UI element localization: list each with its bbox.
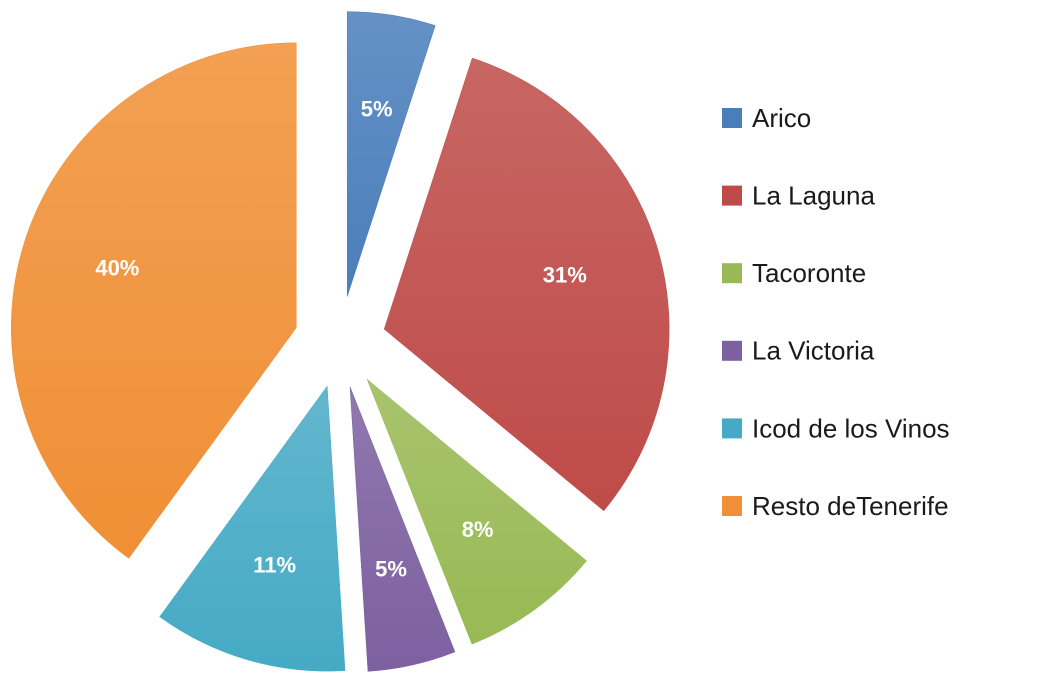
- data-label: 8%: [462, 517, 494, 542]
- legend-swatch: [722, 418, 742, 439]
- pie-slice: [11, 42, 297, 559]
- legend-label: Tacoronte: [752, 258, 866, 288]
- pie-slice: [346, 11, 436, 297]
- pie-slice: [366, 379, 587, 645]
- pie-slice: [159, 385, 346, 672]
- legend-swatch: [722, 263, 742, 284]
- legend: Arico La Laguna Tacoronte La Victoria Icod d…: [722, 103, 950, 521]
- pie: 5% 31% 8% 5% 11% 40%: [11, 11, 670, 672]
- data-label: 11%: [253, 553, 296, 578]
- legend-label: Arico: [752, 103, 811, 133]
- legend-swatch: [722, 340, 742, 361]
- data-label: 5%: [361, 97, 393, 122]
- data-label: 40%: [95, 255, 139, 280]
- legend-label: La Victoria: [752, 336, 875, 366]
- legend-swatch: [722, 108, 742, 128]
- pie-slice: [349, 386, 456, 672]
- legend-swatch: [722, 496, 742, 516]
- legend-swatch: [722, 185, 742, 206]
- data-label: 5%: [375, 556, 407, 581]
- legend-label: Icod de los Vinos: [752, 413, 950, 443]
- legend-label: La Laguna: [752, 180, 875, 210]
- pie-slice: [383, 57, 670, 512]
- legend-label: Resto deTenerife: [752, 491, 949, 521]
- data-label: 31%: [543, 263, 587, 288]
